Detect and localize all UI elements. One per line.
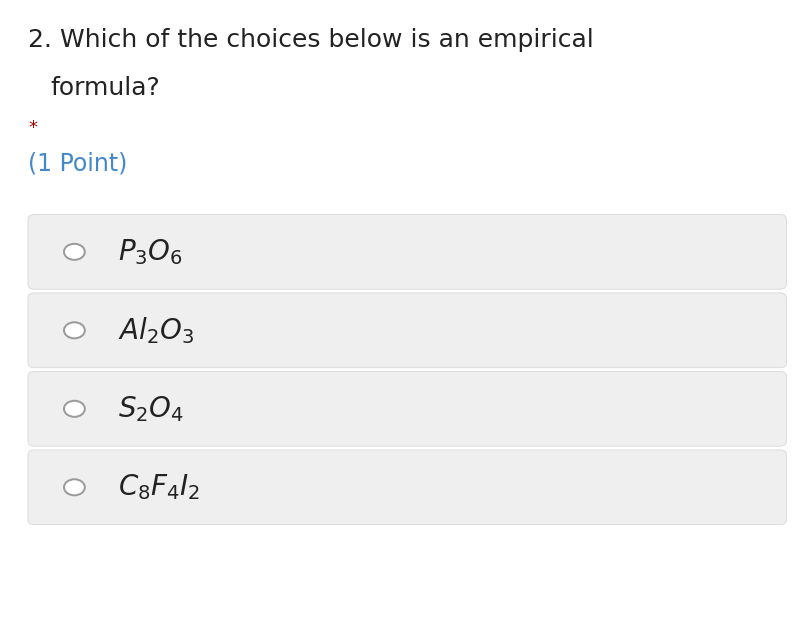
- Circle shape: [64, 323, 85, 338]
- Circle shape: [64, 400, 85, 417]
- Text: $\mathit{S}_2\mathit{O}_4$: $\mathit{S}_2\mathit{O}_4$: [118, 394, 184, 424]
- FancyBboxPatch shape: [28, 214, 786, 289]
- Text: $\mathit{P}_3\mathit{O}_6$: $\mathit{P}_3\mathit{O}_6$: [118, 237, 183, 267]
- FancyBboxPatch shape: [28, 450, 786, 525]
- Text: $\mathit{Al}_2\mathit{O}_3$: $\mathit{Al}_2\mathit{O}_3$: [118, 315, 194, 345]
- Text: $\mathit{C}_8\mathit{F}_4\mathit{I}_2$: $\mathit{C}_8\mathit{F}_4\mathit{I}_2$: [118, 472, 201, 502]
- FancyBboxPatch shape: [28, 293, 786, 368]
- Text: (1 Point): (1 Point): [28, 151, 127, 176]
- FancyBboxPatch shape: [28, 371, 786, 446]
- Text: *: *: [28, 119, 37, 137]
- Circle shape: [64, 480, 85, 495]
- Text: 2. Which of the choices below is an empirical: 2. Which of the choices below is an empi…: [28, 28, 594, 52]
- Circle shape: [64, 243, 85, 260]
- Text: formula?: formula?: [50, 76, 160, 100]
